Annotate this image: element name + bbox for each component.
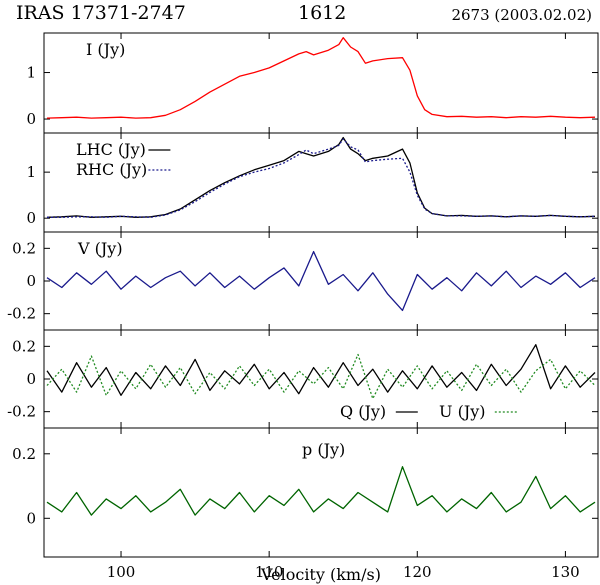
y-tick-label-I-1: 1 xyxy=(26,64,36,82)
x-tick-label-2: 120 xyxy=(403,563,432,581)
series-line-QU-0 xyxy=(46,344,596,396)
y-tick-label-QU-2: 0.2 xyxy=(12,337,36,355)
y-tick-label-p-1: 0.2 xyxy=(12,445,36,463)
y-tick-label-LR-0: 0 xyxy=(26,209,36,227)
panel-label-I: I (Jy) xyxy=(86,40,125,59)
legend-label-LR-1: RHC (Jy) xyxy=(76,160,147,179)
x-tick-label-3: 130 xyxy=(551,563,580,581)
y-tick-label-p-0: 0 xyxy=(26,509,36,527)
x-axis-label: Velocity (km/s) xyxy=(260,565,381,584)
y-tick-label-V-1: 0 xyxy=(26,272,36,290)
object-name-title: IRAS 17371-2747 xyxy=(16,2,186,24)
y-tick-label-V-0: -0.2 xyxy=(7,305,36,323)
series-line-V-0 xyxy=(46,250,596,312)
y-tick-label-LR-1: 1 xyxy=(26,163,36,181)
y-tick-label-QU-1: 0 xyxy=(26,370,36,388)
panel-label-V: V (Jy) xyxy=(77,239,123,258)
x-tick-label-0: 100 xyxy=(107,563,136,581)
series-line-I-0 xyxy=(46,37,596,119)
y-tick-label-QU-0: -0.2 xyxy=(7,403,36,421)
series-line-QU-1 xyxy=(46,353,596,400)
legend-label-LR-0: LHC (Jy) xyxy=(76,140,146,159)
line-frequency-title: 1612 xyxy=(298,2,347,24)
series-line-p-0 xyxy=(46,466,596,516)
panel-frame-p xyxy=(43,427,599,558)
y-tick-label-V-2: 0.2 xyxy=(12,239,36,257)
legend-label-QU-1: U (Jy) xyxy=(439,402,486,421)
legend-label-QU-0: Q (Jy) xyxy=(340,402,386,421)
y-tick-label-I-0: 0 xyxy=(26,110,36,128)
series-line-LR-1 xyxy=(47,138,596,218)
x-tick-label-1: 110 xyxy=(255,563,284,581)
observation-date-title: 2673 (2003.02.02) xyxy=(451,6,592,24)
panel-label-p: p (Jy) xyxy=(302,440,345,459)
